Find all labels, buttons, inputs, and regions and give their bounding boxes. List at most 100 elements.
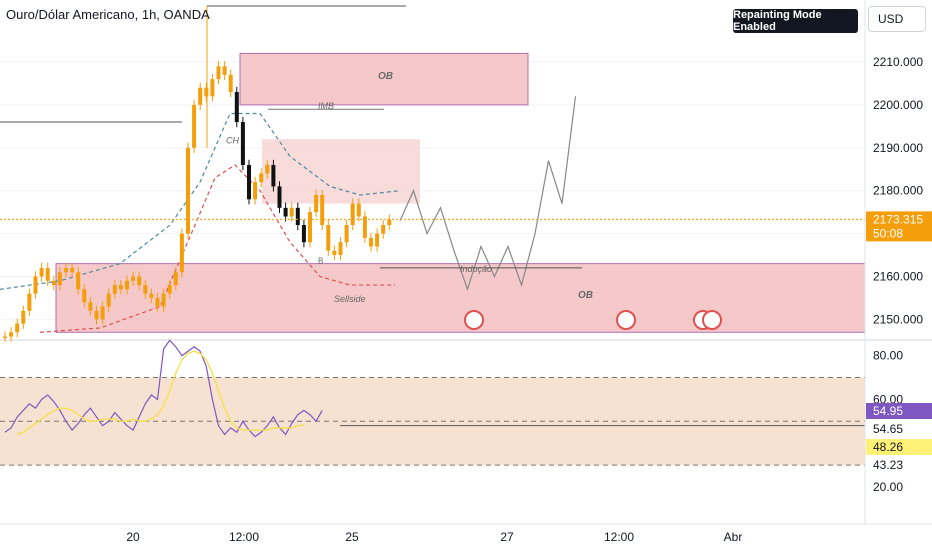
inducement-label: Indução bbox=[460, 264, 492, 274]
candle-body bbox=[271, 164, 276, 187]
candle-body bbox=[39, 267, 44, 277]
candle-body bbox=[149, 293, 154, 298]
last-price-value: 2173.315 bbox=[873, 212, 923, 226]
rsi-tick-label: 80.00 bbox=[873, 349, 903, 363]
candle-body bbox=[82, 289, 87, 303]
countdown: 50:08 bbox=[873, 226, 903, 240]
candle-body bbox=[240, 122, 245, 165]
rsi-line bbox=[4, 339, 323, 438]
candle-body bbox=[70, 267, 75, 273]
candle-body bbox=[94, 310, 99, 320]
rsi-ma-line bbox=[16, 350, 304, 436]
candle-body bbox=[277, 186, 282, 208]
candle-body bbox=[179, 233, 184, 273]
candle-body bbox=[289, 207, 294, 217]
band-upper bbox=[0, 112, 401, 290]
candle-body bbox=[198, 87, 203, 105]
price-tick-label: 2160.000 bbox=[873, 270, 923, 284]
candle-body bbox=[204, 87, 209, 97]
candle-body bbox=[381, 225, 386, 234]
candle-body bbox=[15, 323, 20, 333]
candle-body bbox=[173, 272, 178, 286]
currency-selector[interactable]: USD bbox=[868, 6, 926, 32]
candle-body bbox=[76, 272, 81, 290]
candle-body bbox=[308, 212, 312, 243]
candle-body bbox=[57, 272, 62, 286]
rsi-tick-label: 60.00 bbox=[873, 392, 903, 406]
us-flag-event-icon bbox=[702, 310, 722, 330]
symbol-title: Ouro/Dólar Americano, 1h, OANDA bbox=[6, 7, 210, 22]
x-tick-label: Abr bbox=[724, 530, 743, 544]
candle-body bbox=[350, 203, 355, 226]
rsi-value-tag bbox=[866, 403, 932, 419]
ch-label: CH bbox=[226, 136, 239, 146]
x-tick-label: 25 bbox=[345, 530, 359, 544]
candle-body bbox=[216, 66, 221, 80]
candle-body bbox=[131, 276, 136, 281]
candle-body bbox=[356, 203, 361, 217]
x-tick-label: 20 bbox=[126, 530, 140, 544]
candle-body bbox=[228, 74, 233, 93]
price-tick-label: 2190.000 bbox=[873, 141, 923, 155]
candle-body bbox=[192, 104, 197, 148]
x-tick-label: 12:00 bbox=[604, 530, 634, 544]
candle-body bbox=[106, 293, 111, 307]
ob-zone-upper bbox=[239, 52, 529, 106]
candle-body bbox=[234, 92, 239, 123]
imb-label: IMB bbox=[318, 101, 334, 111]
candle-body bbox=[161, 293, 166, 307]
candle-body bbox=[167, 285, 172, 294]
ob-label-lower: OB bbox=[578, 290, 593, 301]
candle-body bbox=[27, 293, 32, 311]
rsi-value-label: 43.23 bbox=[873, 458, 903, 472]
candle-body bbox=[143, 285, 148, 294]
rsi-value-label: 54.65 bbox=[873, 422, 903, 436]
repainting-mode-badge[interactable]: Repainting Mode Enabled bbox=[733, 9, 858, 33]
candle-body bbox=[314, 194, 319, 213]
candle-body bbox=[338, 242, 343, 256]
projection-path bbox=[399, 96, 577, 292]
candle-body bbox=[186, 147, 190, 234]
last-price-tag bbox=[866, 211, 932, 242]
x-tick-label: 12:00 bbox=[229, 530, 259, 544]
price-tick-label: 2210.000 bbox=[873, 55, 923, 69]
candle-body bbox=[259, 173, 264, 183]
us-flag-event-icon bbox=[616, 310, 636, 330]
rsi-value-label: 48.26 bbox=[873, 440, 903, 454]
ob-label-upper: OB bbox=[378, 71, 393, 82]
candle-body bbox=[3, 336, 7, 339]
us-flag-event-icon bbox=[464, 310, 484, 330]
candle-body bbox=[332, 250, 337, 256]
candle-body bbox=[210, 79, 215, 97]
imbalance-zone bbox=[262, 139, 420, 204]
candle-body bbox=[222, 66, 227, 75]
candle-body bbox=[295, 207, 300, 226]
candle-body bbox=[375, 233, 380, 247]
candle-body bbox=[21, 310, 26, 324]
rsi-value-label: 54.95 bbox=[873, 404, 903, 418]
price-tick-label: 2200.000 bbox=[873, 98, 923, 112]
candle-body bbox=[320, 194, 325, 226]
candle-body bbox=[387, 219, 392, 226]
ob-zone-lower bbox=[55, 263, 866, 333]
candle-body bbox=[155, 297, 160, 307]
candle-body bbox=[326, 225, 331, 251]
candle-body bbox=[118, 285, 123, 290]
candle-body bbox=[362, 216, 367, 238]
candle-body bbox=[88, 302, 93, 311]
band-lower bbox=[39, 164, 395, 333]
candle-body bbox=[45, 267, 50, 281]
candle-body bbox=[100, 306, 105, 320]
rsi-tick-label: 20.00 bbox=[873, 480, 903, 494]
price-tick-label: 2150.000 bbox=[873, 312, 923, 326]
sellside-label: Sellside bbox=[334, 294, 366, 304]
candle-body bbox=[369, 237, 373, 247]
candle-body bbox=[33, 276, 38, 294]
rsi-value-tag bbox=[866, 421, 932, 437]
candle-body bbox=[112, 285, 117, 294]
candle-body bbox=[301, 225, 306, 243]
candle-body bbox=[64, 267, 68, 273]
candle-body bbox=[137, 276, 142, 286]
